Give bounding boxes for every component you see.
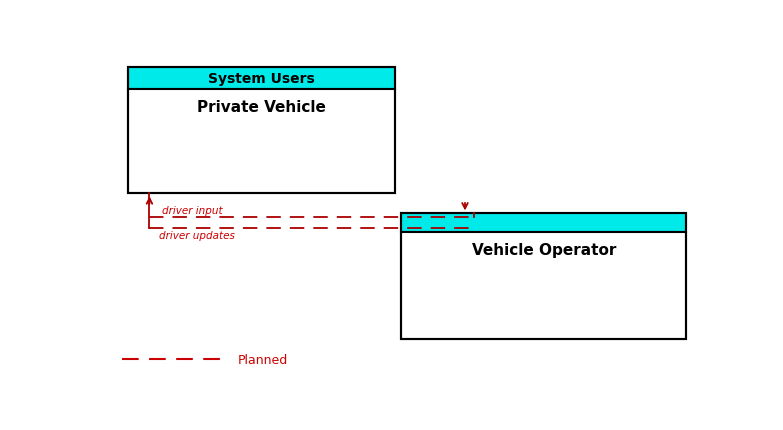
Text: Planned: Planned (237, 353, 287, 366)
Text: driver updates: driver updates (158, 230, 234, 240)
Bar (402, 214, 687, 232)
Bar (402, 232, 687, 340)
Text: Private Vehicle: Private Vehicle (197, 100, 327, 114)
Bar (402, 214, 687, 340)
Bar (128, 68, 395, 194)
Text: driver input: driver input (161, 206, 222, 215)
Bar (128, 68, 395, 90)
Bar (128, 90, 395, 194)
Text: System Users: System Users (208, 72, 315, 86)
Text: Vehicle Operator: Vehicle Operator (471, 242, 616, 257)
